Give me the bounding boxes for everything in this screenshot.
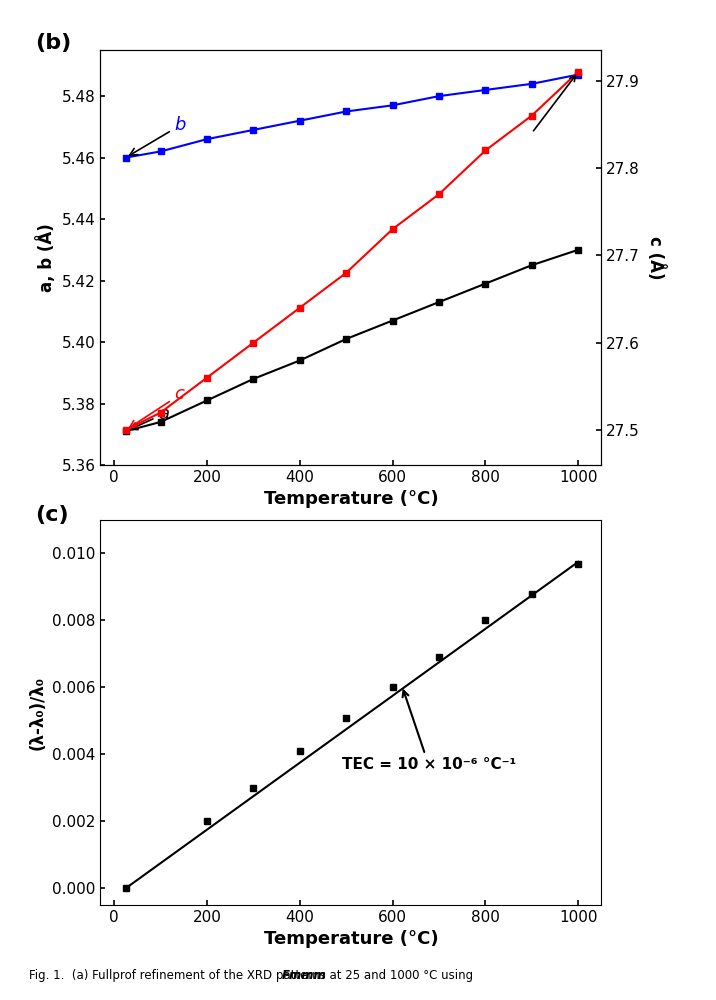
Text: Fmmm: Fmmm — [282, 969, 327, 982]
Text: Fig. 1.  (a) Fullprof refinement of the XRD patterns at 25 and 1000 °C using: Fig. 1. (a) Fullprof refinement of the X… — [29, 969, 477, 982]
Text: (c): (c) — [35, 505, 69, 525]
Y-axis label: (λ-λ₀)/λ₀: (λ-λ₀)/λ₀ — [29, 676, 47, 750]
Text: TEC = 10 × 10⁻⁶ °C⁻¹: TEC = 10 × 10⁻⁶ °C⁻¹ — [342, 691, 516, 772]
Y-axis label: c (Å): c (Å) — [647, 236, 665, 279]
X-axis label: Temperature (°C): Temperature (°C) — [263, 490, 438, 508]
Text: $c$: $c$ — [130, 385, 186, 428]
X-axis label: Temperature (°C): Temperature (°C) — [263, 930, 438, 948]
Y-axis label: a, b (Å): a, b (Å) — [36, 223, 56, 292]
Text: $b$: $b$ — [130, 116, 187, 155]
Text: $a$: $a$ — [130, 405, 170, 430]
Text: (b): (b) — [35, 33, 72, 53]
